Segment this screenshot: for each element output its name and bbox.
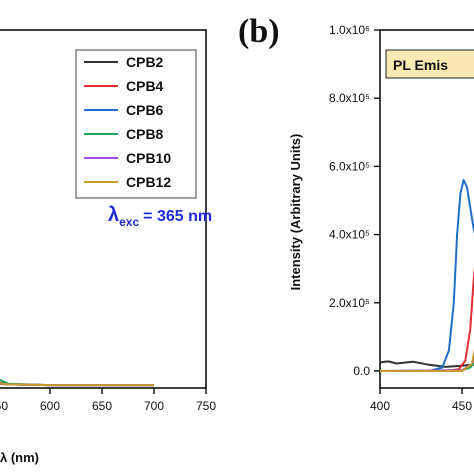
legend-label-cpb2: CPB2 — [126, 54, 164, 70]
panel-b-y-axis-title: Intensity (Arbitrary Units) — [288, 134, 303, 291]
panel-b-y-tick-label: 6.0x10⁵ — [329, 159, 370, 173]
panel-a-x-axis: 550 600 650 700 750 — [0, 388, 216, 413]
panel-a-series — [0, 378, 154, 387]
legend-label-cpb6: CPB6 — [126, 102, 164, 118]
pl-emission-box-bg — [385, 49, 474, 79]
panel-b: (b) 0.0 2.0x10⁵ 4.0x10⁵ 6.0x10⁵ 8.0x10⁵ 1.0x1… — [238, 13, 474, 413]
panel-b-series-line-cpb12 — [380, 348, 474, 372]
panel-a-x-tick-label: 650 — [92, 399, 112, 413]
legend-box — [75, 49, 197, 199]
panel-b-plot-frame — [379, 29, 474, 389]
panel-b-series-line-cpb4 — [380, 266, 474, 372]
panel-b-y-tick-label: 1.0x10⁶ — [329, 23, 370, 37]
legend-label-cpb4: CPB4 — [126, 78, 164, 94]
panel-a-x-tick-label: 750 — [196, 399, 216, 413]
legend-label-cpb12: CPB12 — [126, 174, 171, 190]
legend: CPB2 CPB4 CPB6 CPB8 CPB10 CPB12 — [75, 49, 197, 199]
legend-items: CPB2 CPB4 CPB6 CPB8 CPB10 CPB12 — [84, 54, 171, 190]
panel-a-x-axis-title: λ (nm) — [0, 450, 39, 465]
excitation-annotation: λexc = 365 nm — [108, 204, 212, 229]
panel-a-series-line-cpb12 — [0, 382, 154, 387]
panel-a-x-tick-label: 600 — [40, 399, 60, 413]
legend-label-cpb8: CPB8 — [126, 126, 164, 142]
panel-b-y-tick-label: 8.0x10⁵ — [329, 91, 370, 105]
panel-b-x-axis: 400 450 — [370, 388, 472, 413]
panel-b-y-axis: 0.0 2.0x10⁵ 4.0x10⁵ 6.0x10⁵ 8.0x10⁵ 1.0x10⁶ — [329, 23, 380, 378]
panel-b-series-line-cpb6 — [380, 179, 474, 372]
pl-emission-box: PL Emis — [385, 49, 474, 79]
panel-b-series — [379, 179, 474, 372]
panel-a-x-tick-label: 550 — [0, 399, 8, 413]
panel-b-y-tick-label: 0.0 — [353, 364, 370, 378]
pl-emission-box-label: PL Emis — [393, 57, 448, 73]
panel-b-x-tick-label: 450 — [452, 399, 472, 413]
panel-a-x-tick-label: 700 — [144, 399, 164, 413]
panel-b-y-tick-label: 2.0x10⁵ — [329, 296, 370, 310]
panel-a: 550600650700750 λ (nm) CPB2CPB4CPB6CPB8C… — [0, 29, 216, 465]
panel-b-label: (b) — [238, 13, 280, 50]
legend-label-cpb10: CPB10 — [126, 150, 171, 166]
panel-b-y-tick-label: 4.0x10⁵ — [329, 228, 370, 242]
panel-b-x-tick-label: 400 — [370, 399, 390, 413]
